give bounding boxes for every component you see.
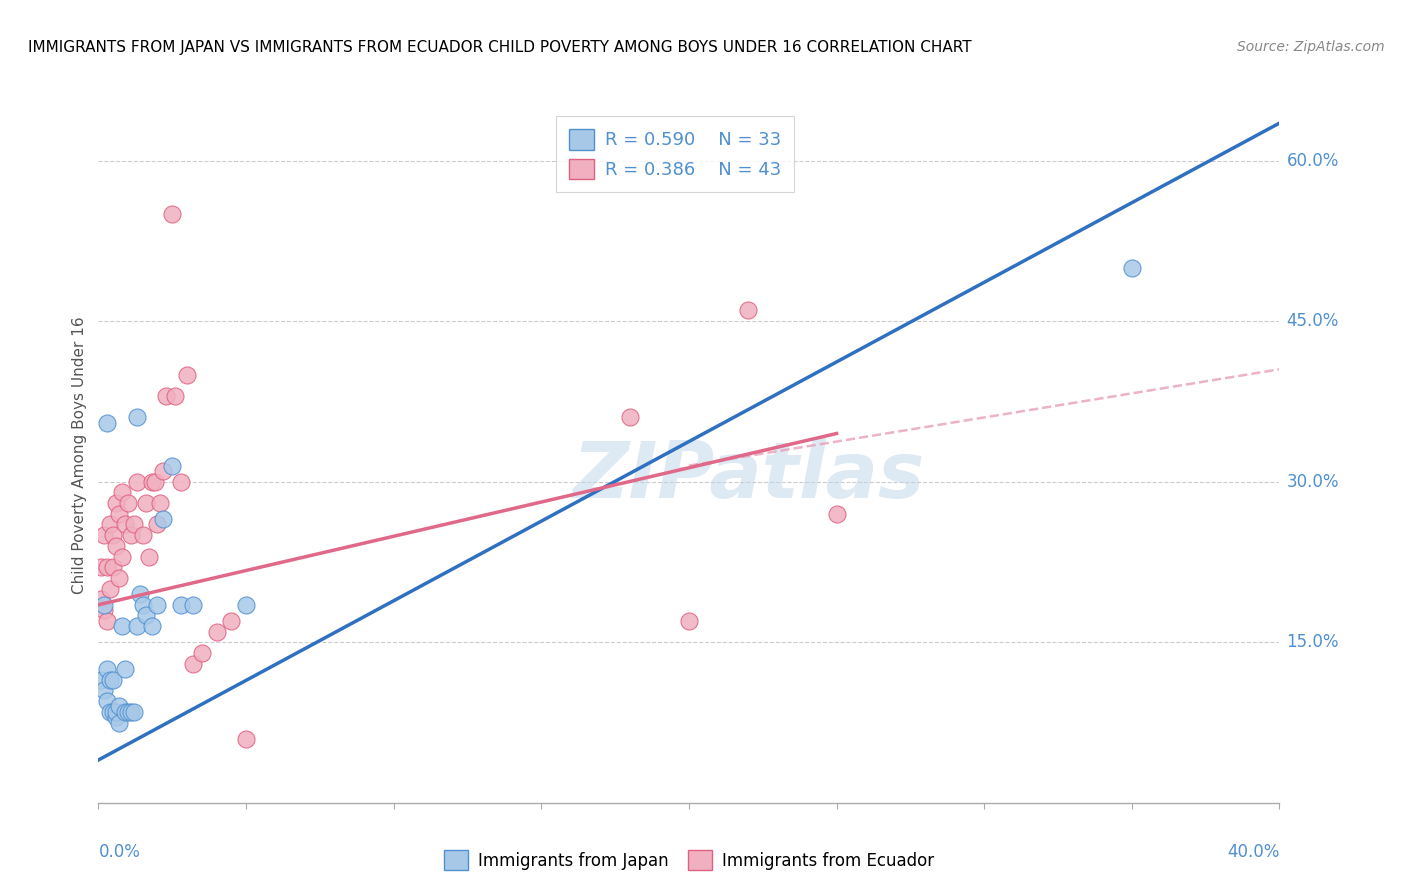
Y-axis label: Child Poverty Among Boys Under 16: Child Poverty Among Boys Under 16 <box>72 316 87 594</box>
Point <box>146 517 169 532</box>
Point <box>117 705 139 719</box>
Point <box>98 582 121 596</box>
Point <box>138 549 160 564</box>
Point <box>105 705 128 719</box>
Point <box>90 592 112 607</box>
Point <box>105 539 128 553</box>
Point <box>96 662 118 676</box>
Point <box>103 560 125 574</box>
Point <box>619 410 641 425</box>
Point <box>162 207 183 221</box>
Point <box>125 475 148 489</box>
Legend: Immigrants from Japan, Immigrants from Ecuador: Immigrants from Japan, Immigrants from E… <box>436 842 942 878</box>
Point <box>152 512 174 526</box>
Point <box>205 624 228 639</box>
Point <box>103 705 125 719</box>
Point <box>122 517 145 532</box>
Point <box>155 389 177 403</box>
Point <box>128 587 150 601</box>
Point <box>103 528 125 542</box>
Point <box>105 710 128 724</box>
Point <box>170 598 193 612</box>
Point <box>98 517 121 532</box>
Point <box>108 571 131 585</box>
Point <box>103 673 125 687</box>
Point <box>114 517 136 532</box>
Point <box>90 673 112 687</box>
Point <box>96 560 118 574</box>
Text: 45.0%: 45.0% <box>1286 312 1339 330</box>
Point <box>825 507 848 521</box>
Point <box>181 657 204 671</box>
Point <box>191 646 214 660</box>
Point <box>165 389 187 403</box>
Point <box>120 528 142 542</box>
Point <box>149 496 172 510</box>
Point <box>120 705 142 719</box>
Point <box>96 694 118 708</box>
Point <box>105 496 128 510</box>
Point <box>108 699 131 714</box>
Point <box>221 614 243 628</box>
Point <box>111 619 134 633</box>
Point <box>96 614 118 628</box>
Point <box>678 614 700 628</box>
Text: IMMIGRANTS FROM JAPAN VS IMMIGRANTS FROM ECUADOR CHILD POVERTY AMONG BOYS UNDER : IMMIGRANTS FROM JAPAN VS IMMIGRANTS FROM… <box>28 40 972 55</box>
Text: 60.0%: 60.0% <box>1286 152 1339 169</box>
Point <box>141 475 163 489</box>
Point <box>235 731 257 746</box>
Point <box>90 560 112 574</box>
Point <box>1121 260 1143 275</box>
Point <box>111 549 134 564</box>
Point <box>93 598 115 612</box>
Point <box>176 368 198 382</box>
Point <box>114 705 136 719</box>
Point <box>125 619 148 633</box>
Text: 15.0%: 15.0% <box>1286 633 1339 651</box>
Point <box>146 598 169 612</box>
Point <box>135 496 157 510</box>
Point <box>93 683 115 698</box>
Point <box>122 705 145 719</box>
Point <box>181 598 204 612</box>
Point <box>125 410 148 425</box>
Point <box>143 475 166 489</box>
Point <box>737 303 759 318</box>
Point <box>117 496 139 510</box>
Point <box>162 458 183 473</box>
Point <box>98 705 121 719</box>
Point <box>141 619 163 633</box>
Point <box>111 485 134 500</box>
Point <box>114 662 136 676</box>
Text: Source: ZipAtlas.com: Source: ZipAtlas.com <box>1237 40 1385 54</box>
Point <box>93 603 115 617</box>
Point <box>170 475 193 489</box>
Text: 40.0%: 40.0% <box>1227 843 1279 861</box>
Text: ZIPatlas: ZIPatlas <box>572 438 924 514</box>
Point <box>135 608 157 623</box>
Point <box>96 416 118 430</box>
Point <box>132 528 155 542</box>
Text: 30.0%: 30.0% <box>1286 473 1339 491</box>
Point <box>132 598 155 612</box>
Point <box>108 715 131 730</box>
Text: 0.0%: 0.0% <box>98 843 141 861</box>
Point <box>93 528 115 542</box>
Point <box>98 673 121 687</box>
Point <box>235 598 257 612</box>
Point <box>108 507 131 521</box>
Point <box>152 464 174 478</box>
